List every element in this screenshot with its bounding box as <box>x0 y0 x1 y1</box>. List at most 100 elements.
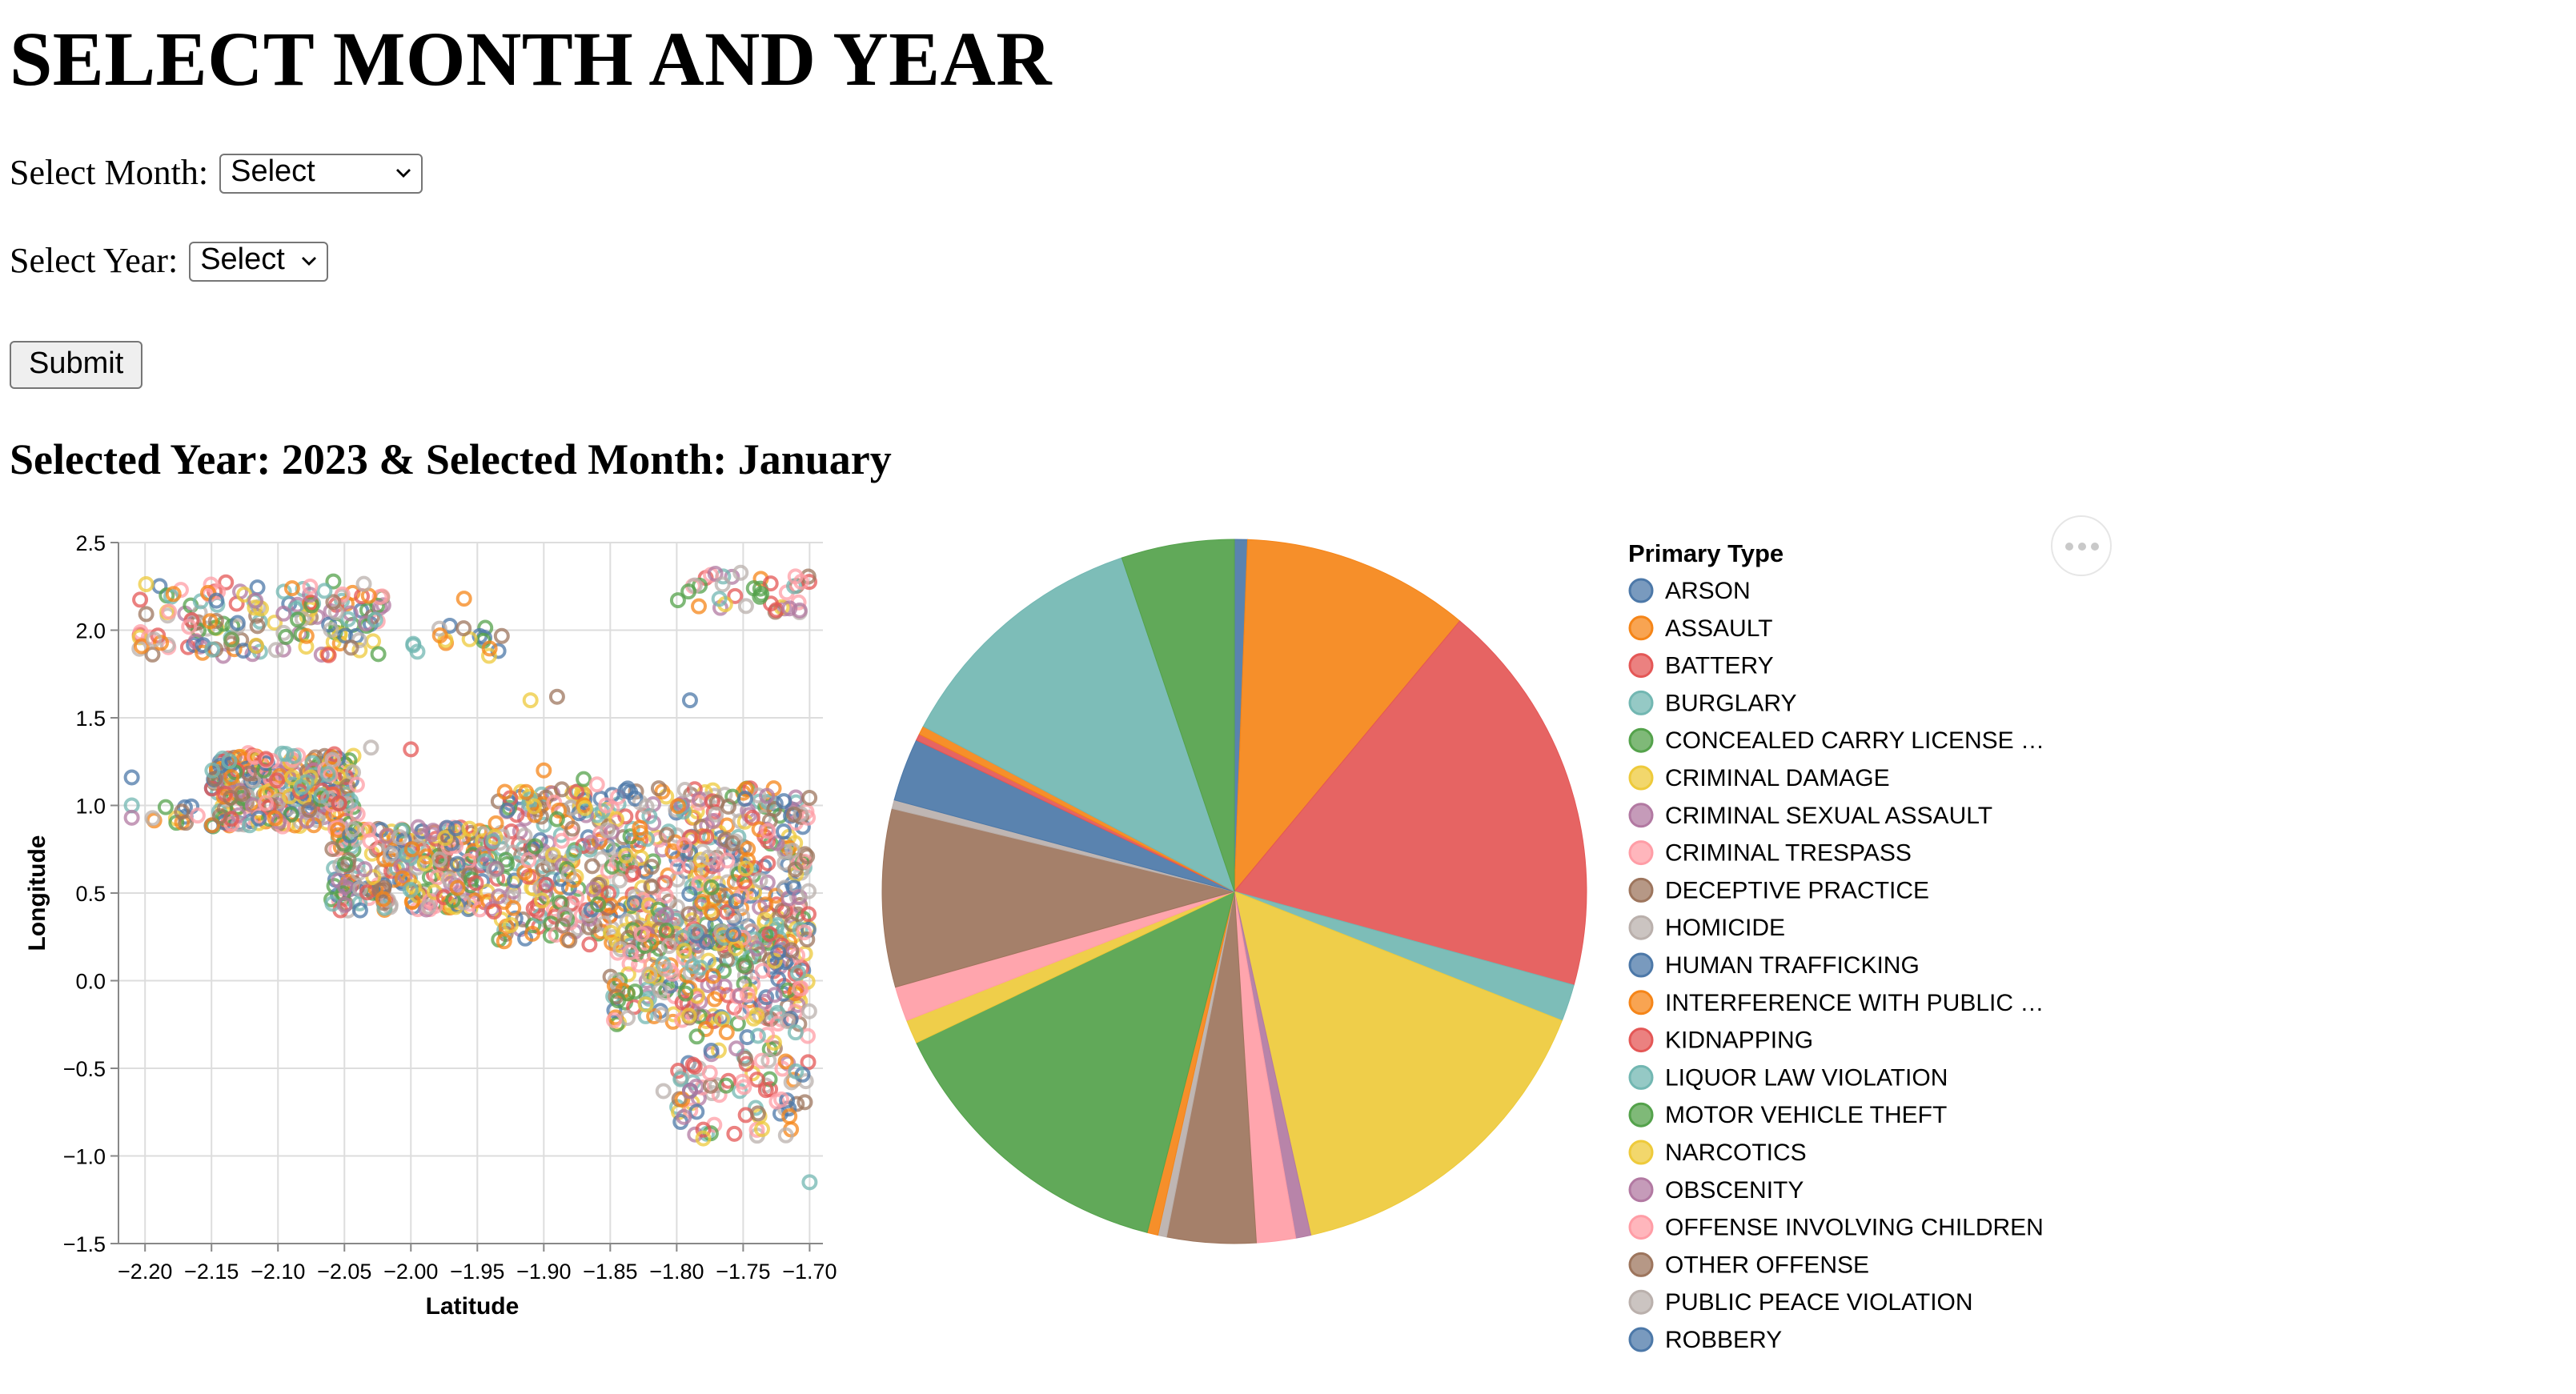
scatter-point <box>650 780 667 797</box>
scatter-point <box>133 638 150 655</box>
scatter-point <box>735 929 752 946</box>
scatter-point <box>218 574 235 591</box>
scatter-point <box>674 994 691 1011</box>
scatter-point <box>654 841 671 858</box>
submit-button[interactable]: Submit <box>10 341 143 389</box>
scatter-point <box>669 592 686 609</box>
scatter-point <box>762 575 779 592</box>
scatter-point <box>681 1083 698 1100</box>
scatter-point <box>365 633 382 650</box>
scatter-point <box>383 846 399 863</box>
scatter-point <box>658 907 675 923</box>
scatter-point <box>351 902 368 919</box>
scatter-point <box>781 600 798 617</box>
scatter-point <box>336 896 353 913</box>
scatter-point <box>676 837 692 854</box>
scatter-point <box>756 859 772 875</box>
scatter-point <box>455 894 472 911</box>
scatter-point <box>275 605 292 622</box>
scatter-point <box>658 827 675 843</box>
scatter-point <box>788 1096 805 1112</box>
scatter-point <box>786 806 803 823</box>
scatter-point <box>578 807 595 823</box>
scatter-point <box>491 888 508 905</box>
scatter-point <box>123 809 140 826</box>
scatter-point <box>718 1024 735 1041</box>
scatter-point <box>337 627 354 644</box>
scatter-point <box>394 870 411 887</box>
scatter-point <box>770 944 787 961</box>
scatter-point <box>548 688 565 705</box>
year-select[interactable]: Select <box>189 241 329 281</box>
scatter-point <box>414 823 431 839</box>
scatter-point <box>677 985 694 1002</box>
scatter-point <box>732 564 749 581</box>
scatter-point <box>502 916 519 933</box>
scatter-point <box>733 1003 750 1020</box>
legend-swatch <box>1628 952 1654 978</box>
legend-title: Primary Type <box>1628 539 1784 567</box>
scatter-point <box>247 592 264 609</box>
scatter-point <box>627 983 644 1000</box>
pie-chart <box>881 539 1587 1244</box>
scatter-point <box>410 819 427 835</box>
month-select[interactable]: Select <box>219 153 423 193</box>
scatter-point <box>776 843 793 860</box>
scatter-point <box>496 783 513 800</box>
legend-label: CRIMINAL SEXUAL ASSAULT <box>1665 803 1992 829</box>
scatter-point <box>754 963 771 979</box>
scatter-point <box>770 971 787 987</box>
scatter-point <box>548 811 565 827</box>
scatter-point <box>271 813 287 830</box>
scatter-point <box>711 591 728 607</box>
scatter-point <box>736 1079 752 1096</box>
scatter-points <box>123 564 818 1191</box>
pie-legend: Primary Type ARSON ASSAULT BATTERY BURGLARY C… <box>1628 539 2044 1353</box>
x-tick-label: −1.90 <box>516 1260 571 1284</box>
scatter-point <box>740 840 756 857</box>
scatter-point <box>648 829 664 846</box>
scatter-point <box>499 802 516 819</box>
x-tick-label: −1.85 <box>583 1260 637 1284</box>
legend-label: MOTOR VEHICLE THEFT <box>1665 1102 1947 1128</box>
scatter-point <box>520 851 537 868</box>
scatter-point <box>455 620 472 637</box>
scatter-point <box>660 938 677 955</box>
chart-actions-button[interactable] <box>2051 515 2112 576</box>
ellipsis-dot <box>2077 542 2085 550</box>
scatter-point <box>760 1052 777 1069</box>
scatter-point <box>657 887 674 904</box>
scatter-point <box>753 1052 770 1069</box>
legend-label: BURGLARY <box>1665 690 1797 716</box>
scatter-point <box>669 798 686 815</box>
scatter-point <box>204 762 221 779</box>
scatter-point <box>760 823 776 839</box>
scatter-point <box>554 917 571 934</box>
scatter-point <box>178 815 195 831</box>
scatter-point <box>728 939 744 956</box>
legend-label: NARCOTICS <box>1665 1140 1807 1166</box>
scatter-point <box>229 615 246 631</box>
scatter-point <box>533 892 550 909</box>
legend-swatch <box>1628 1064 1654 1090</box>
scatter-point <box>267 615 283 631</box>
scatter-point <box>561 932 578 949</box>
scatter-point <box>766 987 783 1003</box>
scatter-point <box>489 870 506 887</box>
scatter-point <box>718 1077 735 1094</box>
scatter-point <box>395 832 412 849</box>
scatter-point <box>355 575 372 592</box>
scatter-point <box>637 996 654 1013</box>
scatter-point <box>275 583 292 600</box>
scatter-point <box>159 636 176 653</box>
scatter-point <box>208 592 225 609</box>
scatter-point <box>748 940 765 957</box>
scatter-point <box>641 807 658 824</box>
scatter-point <box>431 627 448 644</box>
scatter-point <box>612 941 629 958</box>
legend-label: DECEPTIVE PRACTICE <box>1665 877 1929 903</box>
scatter-point <box>640 897 657 914</box>
scatter-point <box>603 924 620 941</box>
scatter-point <box>796 924 813 941</box>
